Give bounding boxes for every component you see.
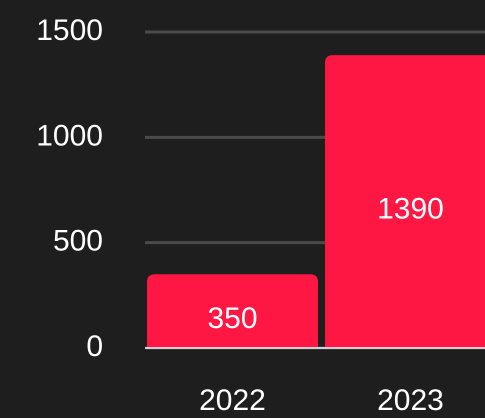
x-tick-label: 2023 — [377, 384, 444, 417]
y-tick-label: 1500 — [36, 14, 103, 47]
x-tick-label: 2022 — [199, 384, 266, 417]
y-tick-label: 0 — [86, 330, 103, 363]
bar — [147, 274, 318, 348]
y-tick-label: 500 — [53, 225, 103, 258]
data-label: 350 — [207, 302, 257, 335]
data-label: 1390 — [377, 193, 444, 226]
bar — [325, 55, 485, 348]
y-tick-label: 1000 — [36, 119, 103, 152]
